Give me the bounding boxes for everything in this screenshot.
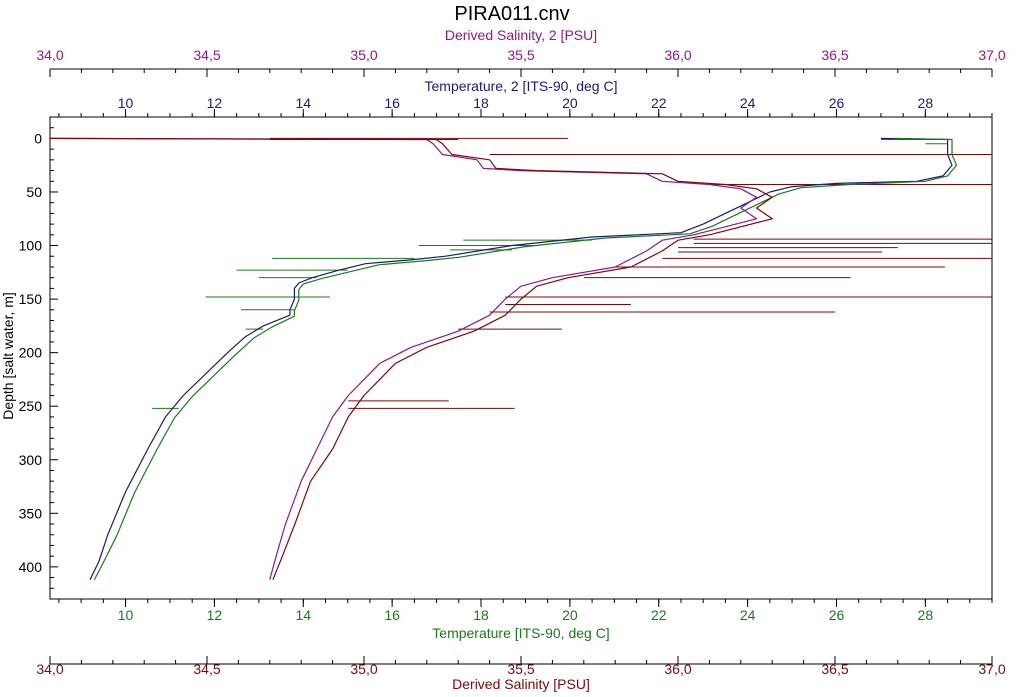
top-temperature2-axis-tick-label: 24 xyxy=(740,95,756,111)
bottom-salinity-axis-tick-label: 34,5 xyxy=(193,661,220,677)
top-temperature2-axis-tick-label: 28 xyxy=(918,95,934,111)
top-temperature2-axis-tick-label: 22 xyxy=(651,95,667,111)
top-temperature2-axis-tick-label: 20 xyxy=(562,95,578,111)
plot-frame xyxy=(49,116,993,600)
profile-lines xyxy=(49,137,958,580)
bottom-salinity-axis-tick-label: 37,0 xyxy=(978,661,1005,677)
top-temperature2-axis-tick-label: 26 xyxy=(829,95,845,111)
top-salinity2-axis-tick-label: 37,0 xyxy=(978,47,1005,63)
bottom-temperature-axis-tick-label: 22 xyxy=(651,607,667,623)
depth-axis-tick-label: 200 xyxy=(19,345,43,361)
bottom-salinity-axis-tick-label: 35,5 xyxy=(507,661,534,677)
depth-axis-tick-label: 50 xyxy=(26,184,42,200)
top-temperature2-axis-tick-label: 12 xyxy=(207,95,223,111)
spike-lines xyxy=(152,137,992,409)
top-salinity2-axis-tick-label: 36,0 xyxy=(664,47,691,63)
temperature2-profile-line xyxy=(89,137,953,580)
depth-axis-tick-label: 0 xyxy=(34,130,42,146)
salinity2-profile-line xyxy=(49,137,758,580)
bottom-salinity-axis-tick-label: 35,0 xyxy=(350,661,377,677)
bottom-temperature-axis-tick-label: 10 xyxy=(118,607,134,623)
top-salinity2-axis-tick-label: 34,0 xyxy=(36,47,63,63)
depth-axis-label: Depth [salt water, m] xyxy=(0,292,16,420)
axis-ticks: 34,0 34,5 35,0 35,5 36,0 36,5 37,0 10 12 14 16 18 20… xyxy=(19,47,1006,677)
bottom-temperature-axis-tick-label: 12 xyxy=(207,607,223,623)
top-temperature2-axis-label: Temperature, 2 [ITS-90, deg C] xyxy=(425,78,618,94)
top-temperature2-axis-tick-label: 18 xyxy=(473,95,489,111)
bottom-salinity-axis-tick-label: 36,5 xyxy=(821,661,848,677)
depth-axis-tick-label: 300 xyxy=(19,452,43,468)
top-salinity2-axis-tick-label: 35,0 xyxy=(350,47,377,63)
depth-axis-tick-label: 100 xyxy=(19,238,43,254)
top-temperature2-axis-tick-label: 14 xyxy=(295,95,311,111)
bottom-salinity-axis-label: Derived Salinity [PSU] xyxy=(452,676,590,692)
top-temperature2-axis-tick-label: 16 xyxy=(384,95,400,111)
top-salinity2-axis-label: Derived Salinity, 2 [PSU] xyxy=(445,27,597,43)
salinity-profile-line xyxy=(49,137,773,580)
depth-axis-tick-label: 350 xyxy=(19,505,43,521)
chart-title: PIRA011.cnv xyxy=(454,3,569,25)
bottom-temperature-axis-tick-label: 16 xyxy=(384,607,400,623)
top-temperature2-axis-tick-label: 10 xyxy=(118,95,134,111)
depth-axis-tick-label: 150 xyxy=(19,291,43,307)
bottom-temperature-axis-tick-label: 26 xyxy=(829,607,845,623)
bottom-temperature-axis-tick-label: 18 xyxy=(473,607,489,623)
bottom-temperature-axis-tick-label: 14 xyxy=(295,607,311,623)
bottom-temperature-axis-tick-label: 24 xyxy=(740,607,756,623)
bottom-salinity-axis-tick-label: 36,0 xyxy=(664,661,691,677)
top-salinity2-axis-tick-label: 36,5 xyxy=(821,47,848,63)
bottom-salinity-axis-tick-label: 34,0 xyxy=(36,661,63,677)
top-salinity2-axis-tick-label: 35,5 xyxy=(507,47,534,63)
depth-axis-tick-label: 400 xyxy=(19,559,43,575)
depth-axis-tick-label: 250 xyxy=(19,398,43,414)
bottom-temperature-axis-label: Temperature [ITS-90, deg C] xyxy=(432,625,609,641)
temperature-profile-line xyxy=(93,137,958,580)
bottom-temperature-axis-tick-label: 28 xyxy=(918,607,934,623)
top-salinity2-axis-tick-label: 34,5 xyxy=(193,47,220,63)
bottom-temperature-axis-tick-label: 20 xyxy=(562,607,578,623)
